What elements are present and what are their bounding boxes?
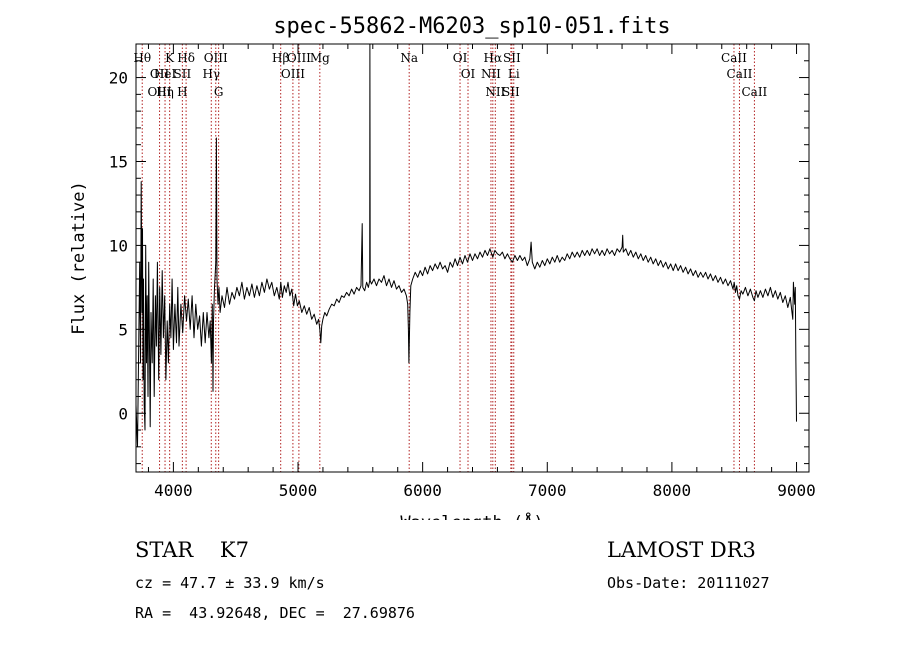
x-tick-label: 4000 xyxy=(154,481,193,500)
redshift-velocity: cz = 47.7 ± 33.9 km/s xyxy=(135,574,325,592)
spectral-line-label: CaII xyxy=(741,85,767,99)
y-tick-label: 20 xyxy=(109,69,128,88)
spectral-line-label: OIII xyxy=(148,85,172,99)
y-axis-label: Flux (relative) xyxy=(69,181,89,335)
spectral-line-label: SII xyxy=(502,85,520,99)
y-tick-label: 15 xyxy=(109,152,128,171)
spectral-line-label: OIII xyxy=(281,67,305,81)
plot-frame xyxy=(135,43,810,473)
x-tick-label: 6000 xyxy=(403,481,442,500)
spectral-line-label: Li xyxy=(508,67,520,81)
spectral-line-label: OI xyxy=(453,51,468,65)
chart-title: spec-55862-M6203_sp10-051.fits xyxy=(273,14,670,39)
sky-coordinates: RA = 43.92648, DEC = 27.69876 xyxy=(135,604,415,622)
spectral-line-label: H xyxy=(177,85,187,99)
spectral-line-label: OIII xyxy=(204,51,228,65)
spectral-line-label: Hδ xyxy=(177,51,195,65)
spectral-line-label: SII xyxy=(174,67,192,81)
spectral-line-label: G xyxy=(214,85,224,99)
spectral-line-label: Hη xyxy=(156,85,174,99)
spectral-line-labels: HθOIIOIIIKHeIHηHδSIIHOIIIHγGHβOIIIOIIIMg… xyxy=(133,51,767,99)
spectral-line-label: SII xyxy=(503,51,521,65)
spectral-line-label: K xyxy=(165,51,175,65)
spectral-line-label: Hθ xyxy=(133,51,151,65)
survey-name: LAMOST DR3 xyxy=(607,538,756,562)
spectral-line-label: Mg xyxy=(310,51,330,65)
x-tick-label: 9000 xyxy=(777,481,816,500)
spectral-line-label: OIII xyxy=(287,51,311,65)
observation-date: Obs-Date: 20111027 xyxy=(607,574,770,592)
x-tick-label: 8000 xyxy=(653,481,692,500)
y-tick-label: 5 xyxy=(118,320,128,339)
object-class: STAR K7 xyxy=(135,538,249,562)
spectral-line-label: NII xyxy=(485,85,505,99)
y-tick-label: 10 xyxy=(109,236,128,255)
spectral-line-label: NII xyxy=(481,67,501,81)
spectral-line-label: CaII xyxy=(721,51,747,65)
spectrum-chart: spec-55862-M6203_sp10-051.fits Hθ OII OIII… xyxy=(69,14,816,520)
spectral-line-label: Hγ xyxy=(202,67,220,81)
spectral-line-label: CaII xyxy=(727,67,753,81)
axis-ticks: 4000 5000 6000 7000 8000 9000 0 5 10 15 20 xyxy=(109,43,816,500)
x-tick-label: 7000 xyxy=(528,481,567,500)
x-tick-label: 5000 xyxy=(279,481,318,500)
flux-series-line xyxy=(135,43,797,448)
spectral-line-label: Hα xyxy=(484,51,503,65)
spectral-line-label: HeI xyxy=(154,67,177,81)
spectral-line-label: Na xyxy=(400,51,418,65)
spectral-line-label: Hβ xyxy=(272,51,289,65)
spectral-line-label: OII xyxy=(150,67,170,81)
x-axis-label: Wavelength (Å) xyxy=(400,511,543,520)
spectral-line-label: OI xyxy=(461,67,476,81)
y-tick-label: 0 xyxy=(118,404,128,423)
spectral-line-markers xyxy=(141,44,755,472)
